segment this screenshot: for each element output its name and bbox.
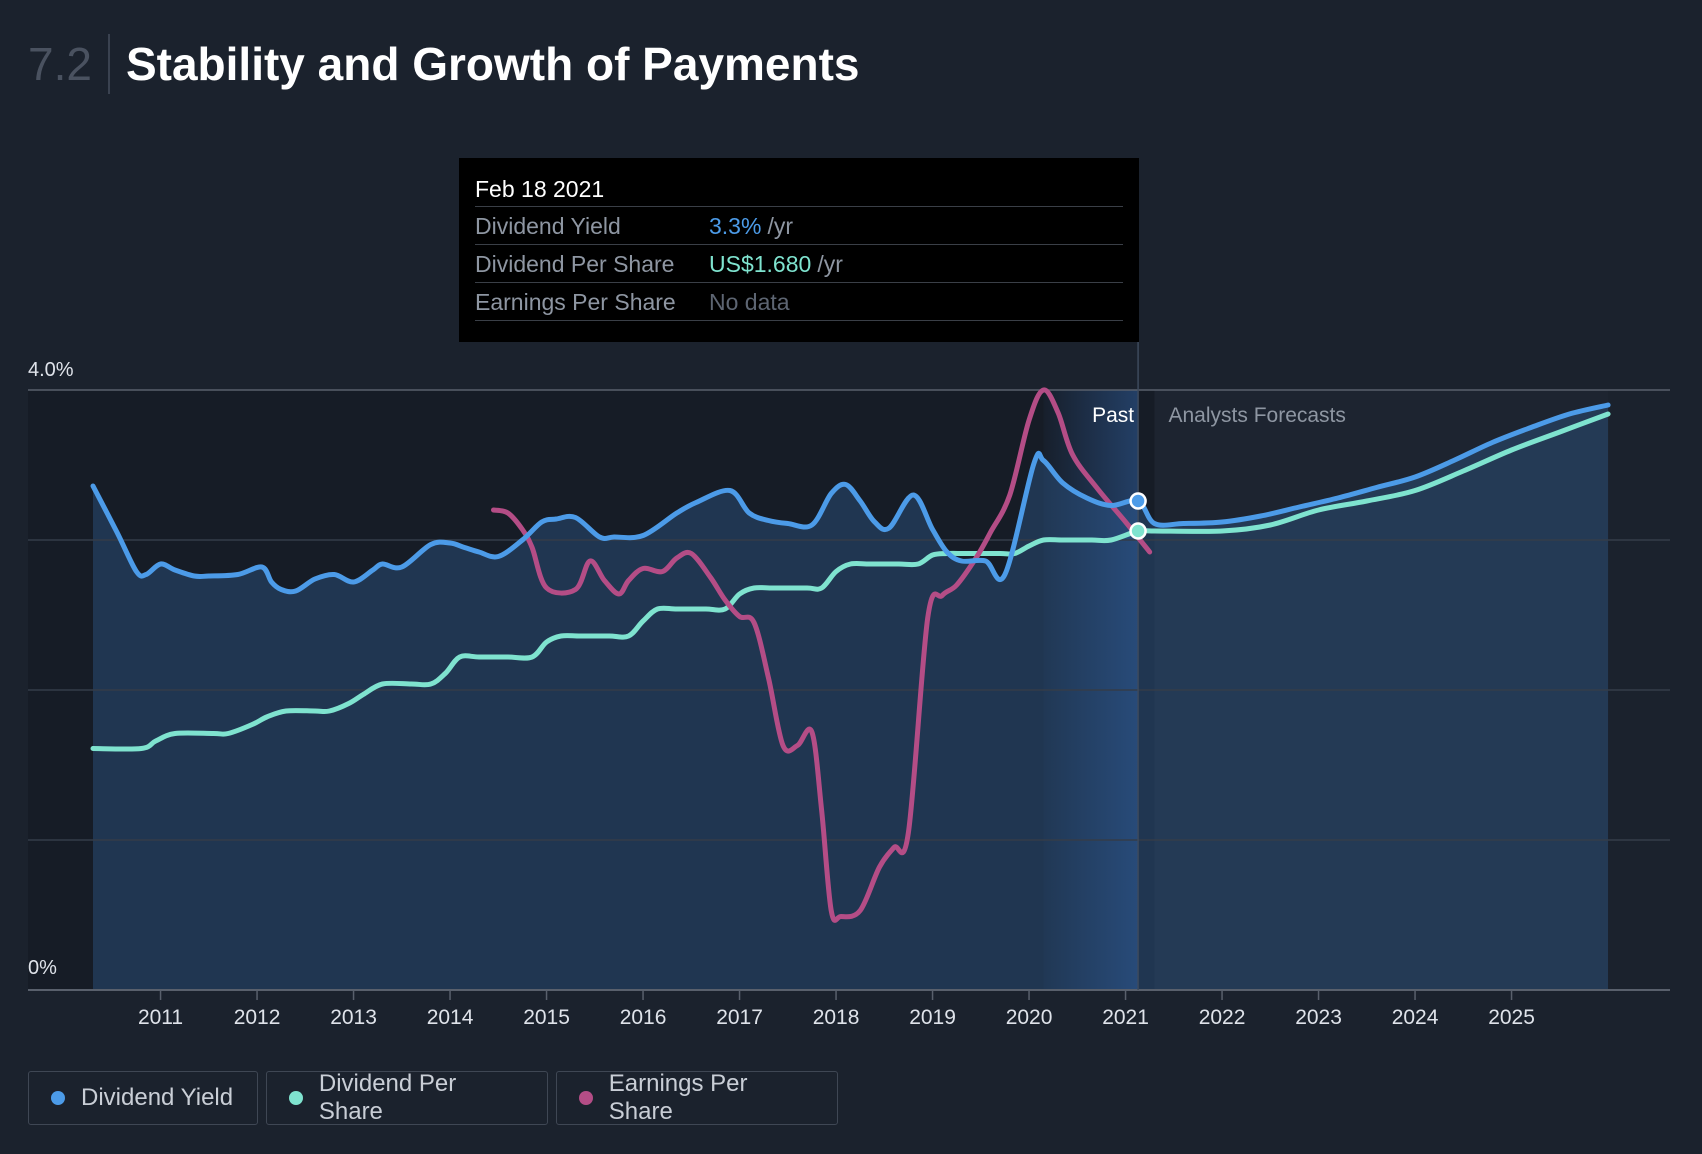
tooltip-value: No data	[709, 289, 790, 315]
tooltip-row-dividend-yield: Dividend Yield 3.3% /yr	[475, 207, 1123, 245]
y-tick-label: 4.0%	[28, 359, 74, 381]
section-header: 7.2 Stability and Growth of Payments	[28, 34, 860, 94]
x-tick-label: 2023	[1295, 1006, 1342, 1029]
tooltip-label: Earnings Per Share	[475, 289, 676, 315]
x-tick-label: 2018	[813, 1006, 860, 1029]
tooltip-label: Dividend Yield	[475, 213, 621, 239]
tooltip-unit: /yr	[767, 213, 793, 239]
tooltip-label: Dividend Per Share	[475, 251, 675, 277]
x-tick-label: 2014	[427, 1006, 474, 1029]
x-tick-label: 2024	[1392, 1006, 1439, 1029]
legend-label: Earnings Per Share	[608, 1070, 748, 1125]
x-tick-label: 2012	[234, 1006, 281, 1029]
legend-earnings-per-share[interactable]: Earnings Per Share	[556, 1070, 838, 1125]
dividend-yield-hover-point	[1129, 492, 1147, 510]
past-label: Past	[1092, 404, 1134, 427]
x-tick-label: 2011	[138, 1006, 183, 1029]
chart-tooltip: Feb 18 2021 Dividend Yield 3.3% /yr Divi…	[459, 158, 1139, 342]
tooltip-value: 3.3%	[709, 213, 762, 239]
x-tick-label: 2022	[1199, 1006, 1246, 1029]
forecast-label: Analysts Forecasts	[1169, 404, 1346, 427]
legend-dividend-per-share[interactable]: Dividend Per Share	[266, 1070, 548, 1125]
x-tick-label: 2021	[1102, 1006, 1149, 1029]
section-number: 7.2	[28, 34, 110, 94]
tooltip-unit: /yr	[817, 251, 843, 277]
tooltip-date: Feb 18 2021	[475, 172, 1123, 207]
section-title: Stability and Growth of Payments	[125, 38, 860, 90]
legend-dot	[51, 1091, 65, 1105]
legend-dividend-yield[interactable]: Dividend Yield	[28, 1071, 258, 1125]
tooltip-row-dividend-per-share: Dividend Per Share US$1.680 /yr	[475, 245, 1123, 283]
x-tick-label: 2020	[1006, 1006, 1053, 1029]
tooltip-row-earnings-per-share: Earnings Per Share No data	[475, 283, 1123, 321]
y-tick-label: 0%	[28, 957, 57, 979]
legend-label: Dividend Per Share	[318, 1070, 457, 1125]
dividend-per-share-hover-point	[1129, 522, 1147, 540]
x-tick-label: 2013	[330, 1006, 377, 1029]
earnings-per-share-line	[491, 387, 1153, 923]
tooltip-value: US$1.680	[709, 251, 812, 277]
x-tick-label: 2019	[909, 1006, 956, 1029]
legend-dot	[289, 1091, 303, 1105]
x-tick-label: 2025	[1488, 1006, 1535, 1029]
x-tick-label: 2017	[716, 1006, 763, 1029]
x-tick-label: 2016	[620, 1006, 667, 1029]
legend-dot	[579, 1091, 593, 1105]
dividend-yield-line	[90, 402, 1611, 595]
legend-label: Dividend Yield	[81, 1084, 234, 1111]
x-tick-label: 2015	[523, 1006, 570, 1029]
